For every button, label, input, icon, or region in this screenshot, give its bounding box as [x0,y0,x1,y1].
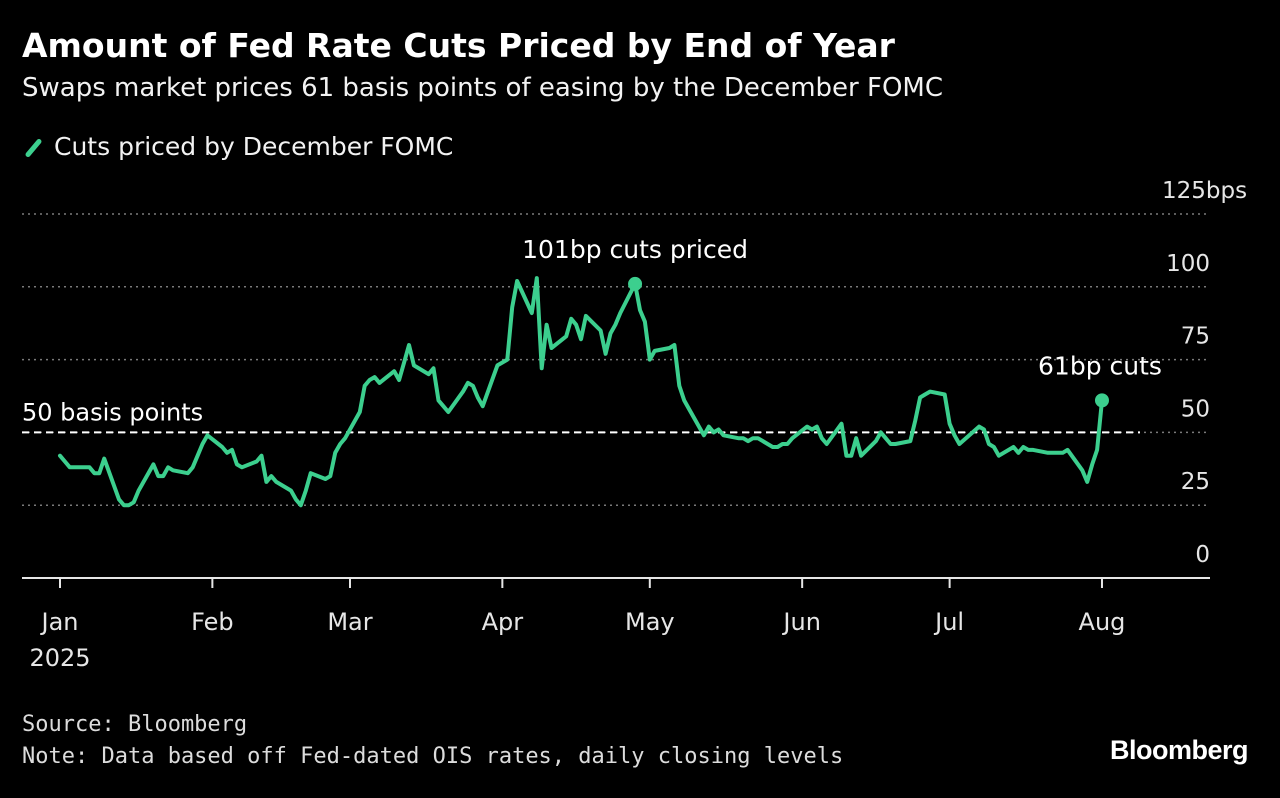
y-tick-label: 50 [1181,396,1210,422]
x-tick-label: Feb [191,608,234,636]
series-group [58,276,1104,508]
x-tick-label: Mar [327,608,372,636]
y-tick-label: 100 [1166,251,1210,277]
series-line [58,276,1104,508]
legend: Cuts priced by December FOMC [22,132,453,161]
source-note: Source: Bloomberg [22,712,248,737]
y-tick-label: 125bps [1162,178,1247,204]
x-tick-label: Jun [781,608,821,636]
y-axis: 0 25 50 75 100 125bps [1162,178,1247,568]
x-tick-label: Jul [933,608,964,636]
y-tick-label: 0 [1195,542,1210,568]
methodology-note: Note: Data based off Fed-dated OIS rates… [22,744,844,769]
x-axis: Jan Feb Mar Apr May Jun Jul Aug 2025 [22,577,1210,672]
reference-line-label: 50 basis points [22,398,203,426]
x-year-label: 2025 [29,644,90,672]
chart-title: Amount of Fed Rate Cuts Priced by End of… [22,26,895,65]
x-tick-label: Jan [40,608,79,636]
line-chart: 50 basis points Jan Feb Mar Apr May Jun Jul Aug… [22,178,1247,672]
bloomberg-logo: Bloomberg [1109,735,1249,765]
y-tick-label: 75 [1181,324,1210,350]
annotation-marker [628,276,643,291]
legend-label: Cuts priced by December FOMC [54,132,454,161]
x-tick-label: May [625,608,675,636]
x-tick-label: Apr [482,608,524,636]
annotation-marker [1094,393,1109,408]
reference-line-group: 50 basis points [22,398,1140,434]
x-tick-label: Aug [1079,608,1126,636]
annotation-label: 101bp cuts priced [522,235,748,264]
chart-subtitle: Swaps market prices 61 basis points of e… [22,73,944,103]
annotations: 101bp cuts priced 61bp cuts [522,235,1162,408]
annotation-label: 61bp cuts [1038,351,1162,380]
y-tick-label: 25 [1181,469,1210,495]
